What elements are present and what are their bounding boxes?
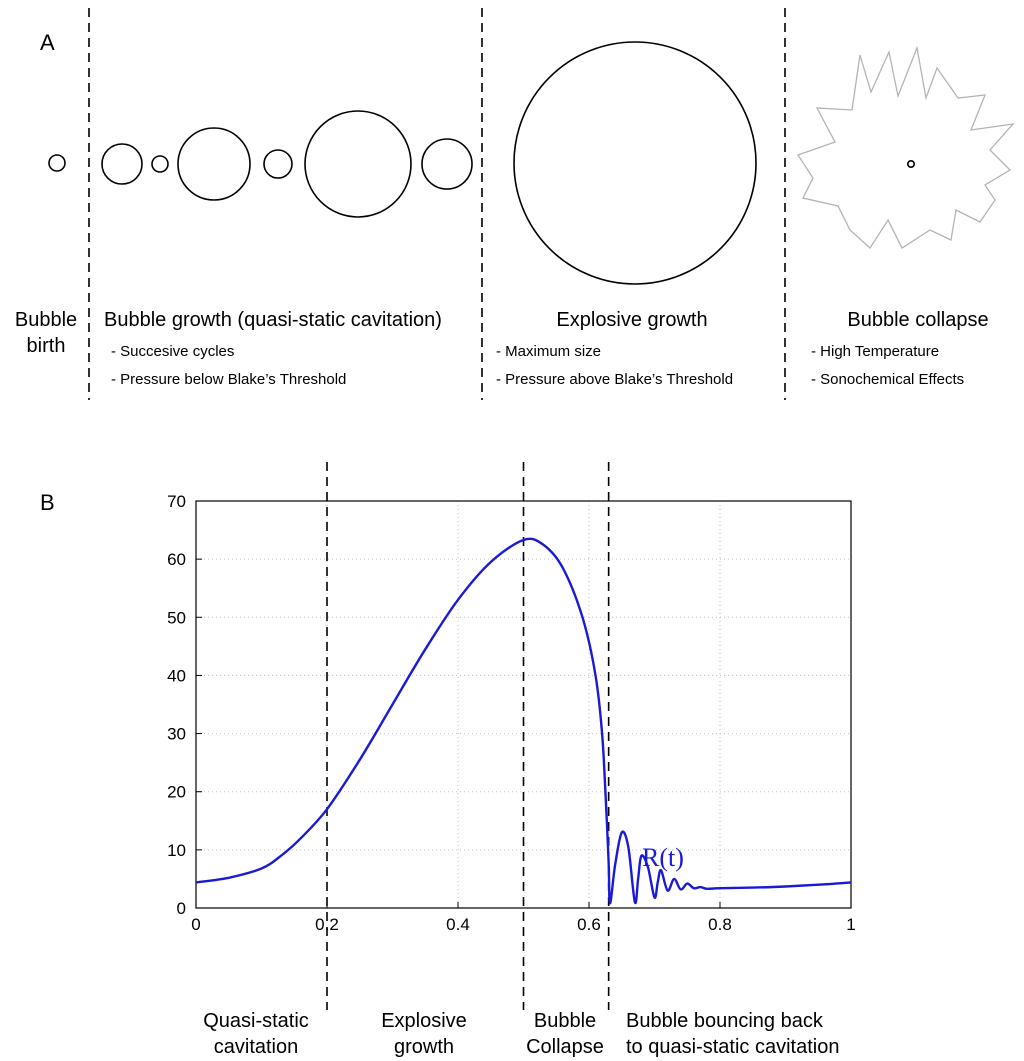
growth-bubble-5 [304, 110, 412, 218]
curve-label-rt: R(t) [642, 843, 684, 872]
panel-a-letter: A [40, 30, 55, 55]
phase-label-collapse-2: Collapse [526, 1036, 604, 1058]
section-growth-note-2: - Pressure below Blake’s Threshold [111, 371, 346, 388]
section-explosive-note-2: - Pressure above Blake’s Threshold [496, 371, 733, 388]
section-collapse-title: Bubble collapse [847, 309, 988, 331]
section-birth-title-1: Bubble [15, 309, 77, 331]
x-tick-label: 1 [846, 915, 855, 934]
phase-boundaries [326, 462, 610, 1010]
section-collapse-note-1: - High Temperature [811, 343, 939, 360]
phase-label-explosive-1: Explosive [381, 1010, 467, 1032]
y-tick-label: 30 [167, 725, 186, 744]
x-tick-label: 0.4 [446, 915, 470, 934]
x-tick-label: 0.2 [315, 915, 339, 934]
y-tick-label: 20 [167, 783, 186, 802]
y-tick-label: 70 [167, 492, 186, 511]
section-collapse-note-2: - Sonochemical Effects [811, 371, 964, 388]
growth-bubble-3 [177, 127, 251, 201]
section-birth-title-2: birth [27, 335, 66, 357]
bubble-birth-circle [48, 154, 66, 172]
phase-label-bouncing-1: Bubble bouncing back [626, 1010, 824, 1032]
section-growth-title: Bubble growth (quasi-static cavitation) [104, 309, 442, 331]
growth-bubble-6 [421, 138, 473, 190]
phase-label-quasi-static-2: cavitation [214, 1036, 299, 1058]
growth-bubble-4 [263, 149, 293, 179]
y-tick-label: 10 [167, 841, 186, 860]
y-tick-label: 60 [167, 550, 186, 569]
x-tick-label: 0.8 [708, 915, 732, 934]
phase-label-explosive-2: growth [394, 1036, 454, 1058]
x-tick-label: 0.6 [577, 915, 601, 934]
collapse-star-shape [797, 45, 1015, 249]
explosive-bubble [513, 41, 757, 285]
phase-label-quasi-static-1: Quasi-static [203, 1010, 309, 1032]
phase-label-bouncing-2: to quasi-static cavitation [626, 1036, 839, 1058]
panel-b-letter: B [40, 490, 55, 515]
growth-bubble-1 [101, 143, 143, 185]
series-line-rt [195, 537, 852, 905]
x-tick-label: 0 [191, 915, 200, 934]
section-growth-note-1: - Succesive cycles [111, 343, 234, 360]
panel-a: A Bubble birth Bubble growth (quasi-stat… [15, 8, 1015, 400]
phase-label-collapse-1: Bubble [534, 1010, 596, 1032]
section-explosive-title: Explosive growth [556, 309, 707, 331]
growth-bubble-2 [151, 155, 169, 173]
section-explosive-note-1: - Maximum size [496, 343, 601, 360]
y-tick-label: 40 [167, 666, 186, 685]
bubble-sequence [48, 41, 915, 285]
collapsed-bubble-core [906, 160, 915, 169]
y-tick-label: 0 [177, 899, 186, 918]
y-tick-label: 50 [167, 608, 186, 627]
